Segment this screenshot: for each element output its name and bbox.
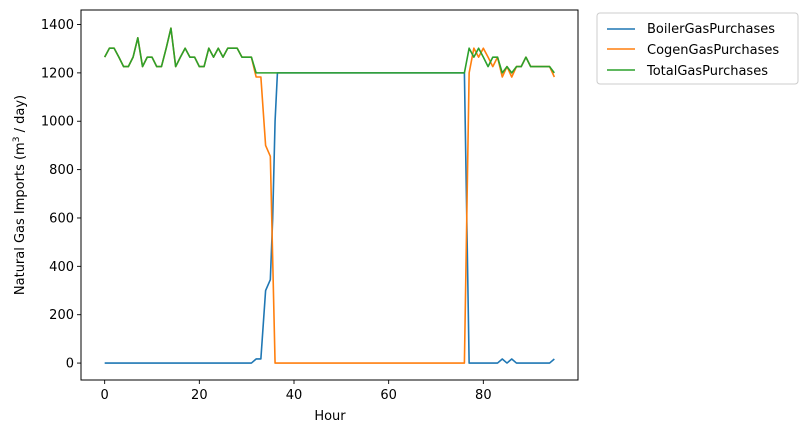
x-tick-label: 60 [380,388,397,403]
x-tick-label: 80 [475,388,492,403]
y-tick-label: 800 [49,163,74,178]
y-tick-label: 1000 [41,115,74,130]
legend-label-boiler: BoilerGasPurchases [647,22,775,37]
x-axis-label: Hour [314,409,346,424]
y-tick-label: 0 [66,357,74,372]
legend-label-cogen: CogenGasPurchases [647,43,779,58]
y-axis-label-superscript: 3 [12,137,22,143]
plot-area [80,9,579,381]
legend-label-total: TotalGasPurchases [646,64,768,79]
series-layer [103,27,556,364]
x-tick-label: 40 [286,388,303,403]
x-tick-label: 0 [101,388,109,403]
y-axis-label: Natural Gas Imports (m3 / day) [12,95,28,295]
y-axis-label-prefix: Natural Gas Imports (m [13,142,28,295]
y-axis-ticks: 0 200 400 600 800 1000 1200 1400 [41,18,81,372]
y-axis-label-suffix: / day) [13,95,28,137]
legend-frame [596,12,799,85]
y-tick-label: 200 [49,308,74,323]
y-tick-label: 1200 [41,66,74,81]
y-tick-label: 1400 [41,18,74,33]
y-tick-label: 600 [49,211,74,226]
series-line-TotalGasPurchases [103,27,555,74]
y-tick-label: 400 [49,260,74,275]
x-axis-ticks: 0 20 40 60 80 [101,380,492,403]
x-tick-label: 20 [191,388,208,403]
legend: BoilerGasPurchases CogenGasPurchases Tot… [596,12,799,85]
